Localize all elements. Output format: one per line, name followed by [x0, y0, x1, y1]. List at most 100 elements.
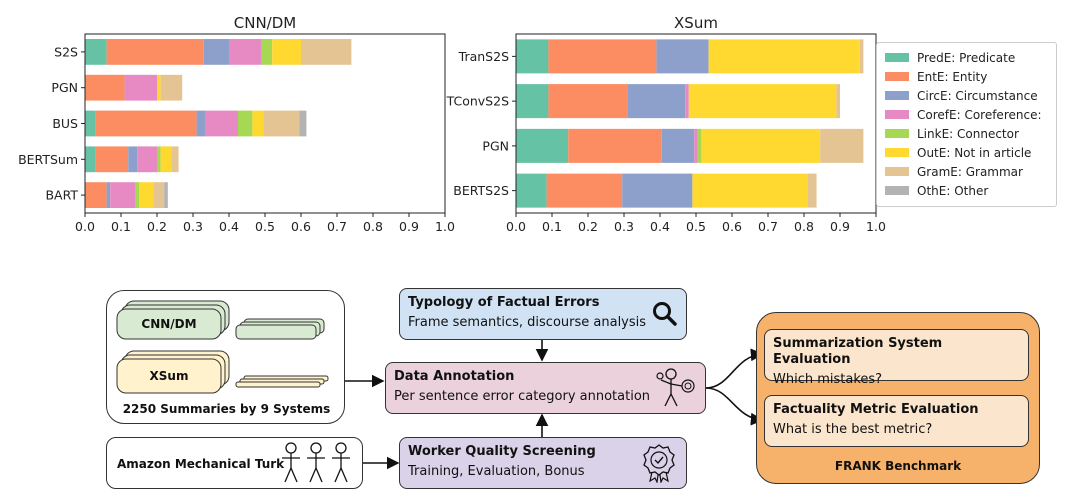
legend-label: PredE: Predicate — [917, 50, 1016, 65]
y-tick-label: S2S — [54, 44, 78, 59]
bar-segment — [685, 84, 689, 119]
bar-segment — [546, 173, 623, 208]
x-tick-label: 0.4 — [219, 219, 239, 234]
legend-item: GramE: Grammar — [885, 162, 1048, 181]
bar-segment — [106, 182, 111, 208]
system-eval-title: Summarization System Evaluation — [773, 336, 943, 367]
metric-eval-box: Factuality Metric Evaluation What is the… — [764, 395, 1029, 447]
chart-title: XSum — [674, 14, 718, 32]
bar-segment — [622, 173, 693, 208]
bar-segment — [697, 128, 702, 163]
bar-segment — [807, 173, 817, 208]
bar-segment — [171, 146, 179, 173]
frank-label: FRANK Benchmark — [834, 459, 962, 473]
arrow-annotation-to-metric-eval — [705, 387, 764, 426]
y-tick-label: PGN — [482, 138, 509, 153]
turk-label: Amazon Mechanical Turk — [117, 457, 285, 471]
bar-segment — [135, 182, 139, 208]
bar-segment — [694, 128, 698, 163]
metric-eval-subtitle: What is the best metric? — [773, 422, 933, 437]
legend-items: PredE: Predicate EntE: Entity CircE: Circu… — [885, 48, 1048, 200]
bar-segment — [516, 39, 549, 74]
x-tick-label: 0.0 — [506, 219, 526, 234]
x-tick-label: 0.2 — [147, 219, 167, 234]
legend: PredE: Predicate EntE: Entity CircE: Circu… — [876, 42, 1057, 207]
bar-segment — [124, 74, 157, 101]
bar-segment — [95, 110, 197, 137]
worker-screening-box: Worker Quality Screening Training, Evalu… — [399, 437, 687, 489]
y-tick-label: BART — [45, 188, 78, 203]
bar-segment — [157, 146, 161, 173]
y-tick-label: BERTS2S — [453, 183, 509, 198]
legend-item: EntE: Entity — [885, 67, 1048, 86]
bar-segment — [627, 84, 686, 119]
x-tick-label: 0.2 — [578, 219, 598, 234]
x-tick-label: 0.5 — [686, 219, 706, 234]
bar-segment — [656, 39, 709, 74]
annotation-title: Data Annotation — [394, 369, 515, 384]
screening-title: Worker Quality Screening — [408, 444, 596, 459]
error-distribution-charts: CNN/DM S2S PGN BUS BERTSum BART 0.0 0.1 0.2 0.3 0.… — [18, 14, 886, 234]
legend-label: OutE: Not in article — [917, 145, 1032, 160]
dataset-stacks — [116, 300, 329, 394]
bar-segment — [85, 74, 125, 101]
bar-segment — [261, 39, 273, 65]
bar-segment — [568, 128, 662, 163]
legend-swatch — [885, 53, 909, 62]
x-tick-label: 0.7 — [327, 219, 347, 234]
bar-segment — [708, 39, 860, 74]
x-tick-label: 0.3 — [614, 219, 634, 234]
legend-swatch — [885, 129, 909, 138]
bar-segment — [106, 39, 204, 65]
x-tick-label: 1.0 — [435, 219, 455, 234]
workers-icon — [282, 442, 350, 483]
bar-segment — [272, 39, 301, 65]
x-tick-label: 0.7 — [758, 219, 778, 234]
legend-item: CorefE: Coreference: — [885, 105, 1048, 124]
xsum-dataset-label: XSum — [149, 369, 189, 383]
x-tick-label: 0.3 — [183, 219, 203, 234]
x-tick-label: 0.5 — [255, 219, 275, 234]
x-tick-label: 0.6 — [291, 219, 311, 234]
bar-segment — [661, 128, 695, 163]
bar-segment — [85, 146, 96, 173]
legend-swatch — [885, 167, 909, 176]
badge-icon — [643, 444, 675, 483]
arrow-annotation-to-system-eval — [705, 348, 764, 389]
y-tick-label: PGN — [51, 80, 78, 95]
bar-segment — [95, 146, 129, 173]
bar-segment — [692, 173, 808, 208]
bar-segment — [160, 74, 183, 101]
legend-item: PredE: Predicate — [885, 48, 1048, 67]
chart-title: CNN/DM — [234, 14, 296, 32]
bar-segment — [110, 182, 136, 208]
cnndm-chart: CNN/DM S2S PGN BUS BERTSum BART 0.0 0.1 0.2 0.3 0.… — [18, 14, 455, 234]
bar-segment — [263, 110, 300, 137]
system-eval-box: Summarization System Evaluation Which mi… — [764, 329, 1029, 387]
system-eval-subtitle: Which mistakes? — [773, 372, 883, 387]
bar-segment — [238, 110, 253, 137]
bar-segment — [516, 84, 549, 119]
legend-swatch — [885, 91, 909, 100]
legend-label: OthE: Other — [917, 183, 989, 198]
bar-segment — [205, 110, 238, 137]
cnndm-dataset-label: CNN/DM — [141, 317, 197, 331]
x-tick-label: 0.1 — [542, 219, 562, 234]
mechanical-turk-box: Amazon Mechanical Turk — [106, 437, 363, 489]
legend-label: EntE: Entity — [917, 69, 988, 84]
y-tick-label: BERTSum — [18, 152, 78, 167]
y-tick-label: BUS — [52, 116, 78, 131]
bar-segment — [139, 182, 154, 208]
bar-segment — [688, 84, 837, 119]
bar-segment — [203, 39, 229, 65]
annotation-subtitle: Per sentence error category annotation — [394, 389, 651, 404]
xsum-chart: XSum TranS2S TConvS2S PGN BERTS2S 0.0 0.1 0.2 0.… — [446, 14, 886, 234]
bar-segment — [164, 182, 168, 208]
x-tick-label: 0.8 — [363, 219, 383, 234]
bar-segment — [128, 146, 138, 173]
legend-swatch — [885, 72, 909, 81]
bar-segment — [859, 39, 864, 74]
bar-segment — [137, 146, 157, 173]
x-tick-label: 0.9 — [399, 219, 419, 234]
bar-segment — [252, 110, 264, 137]
